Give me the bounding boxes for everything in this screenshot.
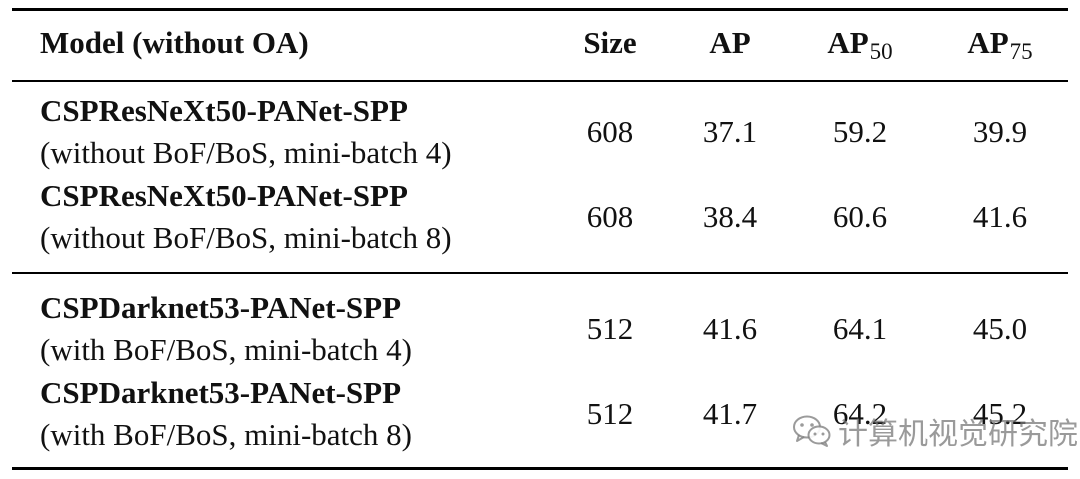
table-row: CSPResNeXt50-PANet-SPP (without BoF/BoS,… [0, 90, 1080, 174]
table-row: CSPResNeXt50-PANet-SPP (without BoF/BoS,… [0, 175, 1080, 259]
ap-cell: 37.1 [702, 114, 758, 149]
header-ap75: AP 75 [940, 18, 1060, 68]
ap75-cell: 39.9 [972, 114, 1028, 149]
model-note: (without BoF/BoS, mini-batch 4) [40, 135, 452, 170]
header-ap50-main: AP [827, 25, 869, 60]
model-cell: CSPResNeXt50-PANet-SPP (without BoF/BoS,… [40, 90, 452, 174]
size-cell: 608 [586, 199, 634, 234]
header-size: Size [583, 25, 637, 60]
group-rule [12, 272, 1068, 274]
model-name: CSPResNeXt50-PANet-SPP [40, 93, 408, 128]
ap50-cell: 64.2 [832, 396, 888, 431]
bottom-rule [12, 467, 1068, 470]
ap50-cell: 64.1 [832, 311, 888, 346]
size-cell: 512 [586, 311, 634, 346]
ap-cell: 38.4 [702, 199, 758, 234]
ap75-cell: 45.0 [972, 311, 1028, 346]
ap-cell: 41.6 [702, 311, 758, 346]
header-ap75-sub: 75 [1009, 39, 1033, 64]
header-ap75-main: AP [967, 25, 1009, 60]
ap50-cell: 59.2 [832, 114, 888, 149]
model-cell: CSPDarknet53-PANet-SPP (with BoF/BoS, mi… [40, 287, 412, 371]
model-cell: CSPResNeXt50-PANet-SPP (without BoF/BoS,… [40, 175, 452, 259]
model-note: (with BoF/BoS, mini-batch 4) [40, 332, 412, 367]
model-name: CSPDarknet53-PANet-SPP [40, 290, 402, 325]
ap50-cell: 60.6 [832, 199, 888, 234]
model-note: (with BoF/BoS, mini-batch 8) [40, 417, 412, 452]
header-ap50-sub: 50 [869, 39, 893, 64]
header-rule [12, 80, 1068, 82]
header-ap: AP [709, 25, 751, 60]
watermark-text: 计算机视觉研究院 [838, 417, 1078, 452]
ap75-cell: 45.2 [972, 396, 1028, 431]
table-row: CSPDarknet53-PANet-SPP (with BoF/BoS, mi… [0, 372, 1080, 456]
top-rule [12, 8, 1068, 11]
header-ap50: AP 50 [800, 18, 920, 68]
ap-cell: 41.7 [702, 396, 758, 431]
watermark: 计算机视觉研究院 [792, 408, 1078, 454]
size-cell: 608 [586, 114, 634, 149]
model-note: (without BoF/BoS, mini-batch 8) [40, 220, 452, 255]
size-cell: 512 [586, 396, 634, 431]
model-name: CSPResNeXt50-PANet-SPP [40, 178, 408, 213]
wechat-icon [792, 414, 832, 448]
header-model: Model (without OA) [40, 25, 309, 60]
model-name: CSPDarknet53-PANet-SPP [40, 375, 402, 410]
model-cell: CSPDarknet53-PANet-SPP (with BoF/BoS, mi… [40, 372, 412, 456]
table-row: CSPDarknet53-PANet-SPP (with BoF/BoS, mi… [0, 287, 1080, 371]
ap75-cell: 41.6 [972, 199, 1028, 234]
